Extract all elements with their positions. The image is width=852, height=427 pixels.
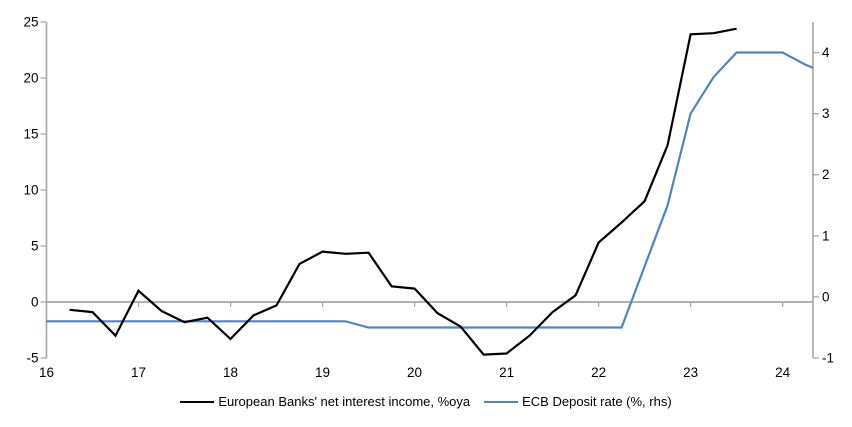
legend-item-net-interest-income: European Banks' net interest income, %oy… (180, 394, 470, 409)
left-axis-tick-label: 0 (31, 295, 39, 310)
series-line-ecb-deposit-rate (46, 51, 814, 329)
legend-label-net-interest-income: European Banks' net interest income, %oy… (218, 394, 471, 409)
x-axis-tick-label: 21 (499, 365, 514, 380)
x-axis-tick-label: 16 (39, 365, 54, 380)
legend-label-ecb-deposit-rate: ECB Deposit rate (%, rhs) (522, 394, 672, 409)
left-axis-tick-label: 25 (23, 15, 38, 30)
legend-line-swatch-black (180, 400, 215, 403)
legend-line-swatch-blue (484, 400, 519, 403)
left-axis-tick-label: 10 (23, 183, 38, 198)
x-axis-tick-label: 20 (407, 365, 422, 380)
right-axis-tick-label: 2 (822, 167, 830, 182)
x-axis-tick-label: 24 (775, 365, 791, 380)
left-axis-tick-label: 20 (23, 71, 38, 86)
x-axis-tick-label: 22 (591, 365, 606, 380)
chart-legend: European Banks' net interest income, %oy… (0, 394, 852, 409)
x-axis-tick-label: 17 (131, 365, 146, 380)
right-axis-tick-label: -1 (822, 351, 834, 366)
right-axis-tick-label: 1 (822, 228, 830, 243)
legend-item-ecb-deposit-rate: ECB Deposit rate (%, rhs) (484, 394, 672, 409)
series-line-net-interest-income (69, 27, 737, 356)
right-axis-tick-label: 4 (822, 45, 830, 60)
x-axis-tick-label: 19 (315, 365, 330, 380)
x-axis-tick-label: 23 (683, 365, 698, 380)
right-axis-tick-label: 0 (822, 289, 830, 304)
left-axis-tick-label: 15 (23, 127, 38, 142)
x-axis-tick-label: 18 (223, 365, 238, 380)
right-axis-tick-label: 3 (822, 106, 830, 121)
left-axis-tick-label: 5 (31, 239, 39, 254)
left-axis-tick-label: -5 (26, 351, 38, 366)
